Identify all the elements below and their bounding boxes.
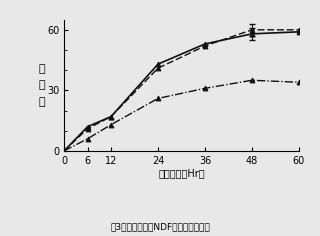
Text: 分: 分 (38, 64, 45, 74)
Text: 解: 解 (38, 80, 45, 90)
Text: 率: 率 (38, 97, 45, 107)
X-axis label: 培養時間（Hr）: 培養時間（Hr） (158, 169, 205, 178)
Text: 図3．　総繊維（NDF）分解率の推移: 図3． 総繊維（NDF）分解率の推移 (110, 222, 210, 231)
